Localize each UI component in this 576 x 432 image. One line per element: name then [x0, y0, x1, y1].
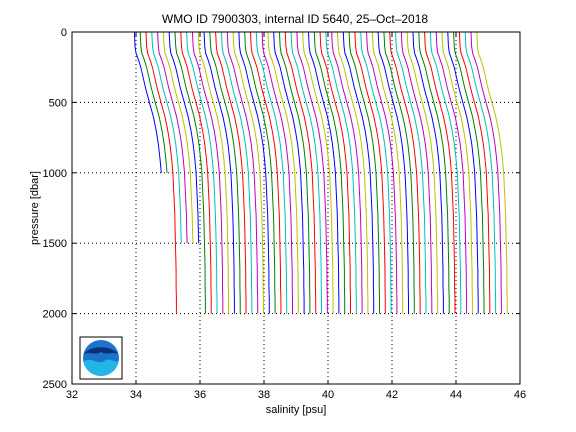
profile-line [203, 31, 235, 314]
y-tick-label: 500 [49, 97, 67, 109]
profile-line [145, 31, 177, 314]
profile-line [139, 31, 168, 173]
y-tick-label: 2500 [43, 379, 67, 391]
x-tick-label: 34 [130, 389, 142, 401]
profile-line [180, 31, 212, 314]
profile-line [406, 31, 439, 314]
profile-line [162, 31, 194, 244]
profile-line [458, 31, 491, 314]
x-tick-label: 46 [514, 389, 526, 401]
profile-line [395, 31, 427, 314]
profile-line [383, 31, 415, 314]
profile-line [151, 31, 182, 244]
x-tick-label: 38 [258, 389, 270, 401]
profile-line [133, 31, 162, 173]
chart-title: WMO ID 7900303, internal ID 5640, 25–Oct… [162, 12, 428, 26]
profile-line [348, 31, 380, 314]
profile-line [215, 31, 247, 314]
profile-line [244, 31, 276, 314]
profile-line [325, 31, 357, 314]
y-tick-label: 1000 [43, 168, 67, 180]
profile-line [284, 31, 317, 314]
profile-line [186, 31, 218, 314]
profile-line [261, 31, 293, 314]
profile-line [354, 31, 386, 314]
profile-line [366, 31, 398, 314]
profile-line [313, 31, 346, 314]
noaa-logo [79, 336, 123, 380]
profile-line [319, 31, 351, 314]
profile-line [255, 31, 288, 314]
profile-series [133, 31, 508, 314]
x-tick-label: 44 [450, 389, 462, 401]
profile-line [464, 31, 497, 314]
profile-line [441, 31, 473, 314]
profile-line [453, 31, 485, 314]
profile-line [267, 31, 299, 314]
profile-line [429, 31, 462, 314]
y-tick-label: 0 [61, 27, 67, 39]
profile-line [418, 31, 450, 314]
x-tick-label: 42 [386, 389, 398, 401]
logo-bird [84, 347, 118, 354]
profile-line [371, 31, 404, 314]
profile-line [296, 31, 328, 314]
profile-line [221, 31, 253, 314]
profile-line [174, 31, 206, 314]
profile-line [168, 31, 200, 244]
profile-line [360, 31, 392, 314]
profile-line [302, 31, 334, 314]
profile-line [209, 31, 241, 314]
axis-ticks: 32 34 36 38 40 42 44 46 0 500 1000 1500 2000 2500 [43, 27, 527, 401]
profile-line [226, 31, 259, 314]
grid-lines [72, 32, 520, 384]
profile-line [290, 31, 322, 314]
profile-line [157, 31, 188, 244]
profile-line [337, 31, 369, 314]
profile-line [331, 31, 363, 314]
profile-line [470, 31, 502, 314]
profile-line [377, 31, 409, 314]
profile-line [191, 31, 224, 314]
y-tick-label: 1500 [43, 238, 67, 250]
logo-wave [84, 359, 118, 376]
profile-line [238, 31, 270, 314]
y-axis-label: pressure [dbar] [29, 171, 41, 245]
x-tick-label: 36 [194, 389, 206, 401]
profile-line [279, 31, 311, 314]
profile-line [389, 31, 421, 314]
profile-line [197, 31, 230, 314]
x-tick-label: 32 [66, 389, 78, 401]
profile-line [308, 31, 340, 314]
profile-line [412, 31, 444, 314]
profile-line [447, 31, 479, 314]
profile-line [435, 31, 468, 314]
profile-line [400, 31, 433, 314]
profile-line [342, 31, 375, 314]
profile-line [250, 31, 282, 314]
x-axis-label: salinity [psu] [266, 404, 327, 416]
profile-line [273, 31, 305, 314]
profile-line [424, 31, 456, 314]
profile-line [476, 31, 508, 314]
y-tick-label: 2000 [43, 309, 67, 321]
plot-frame [71, 31, 521, 385]
profile-line [232, 31, 264, 314]
x-tick-label: 40 [322, 389, 334, 401]
